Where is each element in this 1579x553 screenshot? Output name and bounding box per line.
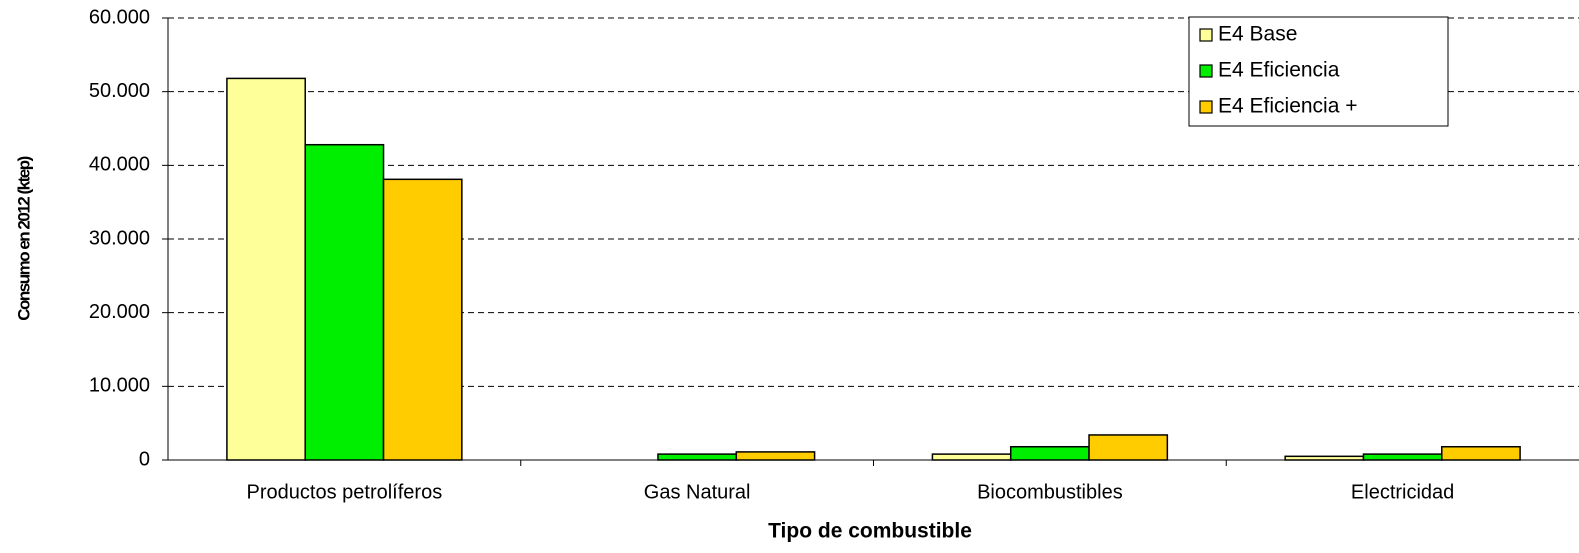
legend-box bbox=[1188, 16, 1449, 127]
bar bbox=[382, 178, 463, 461]
y-tick-label: 50.000 bbox=[89, 80, 150, 102]
bar bbox=[226, 77, 306, 461]
bar bbox=[1284, 455, 1365, 461]
x-tick-label: Biocombustibles bbox=[977, 481, 1123, 503]
legend-swatch bbox=[1199, 28, 1213, 42]
y-tick-label: 20.000 bbox=[89, 301, 150, 323]
legend: E4 Base E4 Eficiencia E4 Eficiencia + bbox=[1188, 16, 1449, 127]
bar bbox=[1088, 434, 1169, 461]
bar bbox=[931, 453, 1012, 461]
bar bbox=[735, 451, 816, 461]
x-tick-label: Electricidad bbox=[1351, 481, 1454, 503]
x-tick-label: Gas Natural bbox=[644, 481, 751, 503]
y-tick-label: 40.000 bbox=[89, 154, 150, 176]
legend-label: E4 Eficiencia + bbox=[1218, 95, 1358, 118]
bar bbox=[1362, 453, 1443, 461]
y-tick-label: 0 bbox=[139, 448, 150, 470]
x-tick-label: Productos petrolíferos bbox=[247, 481, 443, 503]
bar bbox=[304, 143, 385, 461]
bar bbox=[1441, 445, 1521, 461]
y-axis-title: Consumo en 2012 (ktep) bbox=[14, 156, 33, 320]
legend-label: E4 Eficiencia bbox=[1218, 59, 1340, 82]
y-tick-label: 60.000 bbox=[89, 6, 150, 28]
bar bbox=[1009, 445, 1090, 461]
y-tick-label: 30.000 bbox=[89, 227, 150, 249]
bar bbox=[657, 453, 738, 461]
y-tick-label: 10.000 bbox=[89, 375, 150, 397]
legend-label: E4 Base bbox=[1218, 23, 1297, 46]
x-axis-title: Tipo de combustible bbox=[768, 520, 972, 543]
legend-swatch bbox=[1199, 100, 1213, 114]
legend-swatch bbox=[1199, 64, 1213, 78]
